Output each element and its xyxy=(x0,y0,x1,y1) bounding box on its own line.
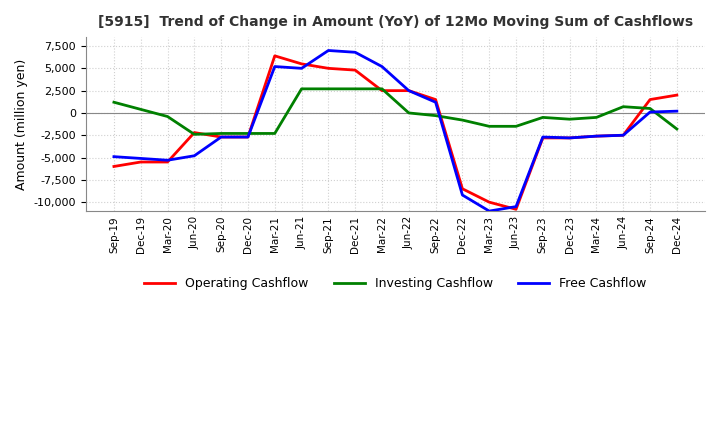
Investing Cashflow xyxy=(405,110,413,116)
Operating Cashflow xyxy=(243,134,252,139)
Investing Cashflow xyxy=(297,86,306,92)
Operating Cashflow xyxy=(565,135,574,140)
Investing Cashflow xyxy=(163,114,172,119)
Line: Free Cashflow: Free Cashflow xyxy=(114,51,677,211)
Operating Cashflow xyxy=(592,133,600,139)
Y-axis label: Amount (million yen): Amount (million yen) xyxy=(15,59,28,190)
Operating Cashflow xyxy=(163,159,172,165)
Operating Cashflow xyxy=(378,88,387,93)
Operating Cashflow xyxy=(190,130,199,135)
Operating Cashflow xyxy=(672,92,681,98)
Free Cashflow xyxy=(646,110,654,115)
Operating Cashflow xyxy=(351,67,359,73)
Investing Cashflow xyxy=(458,117,467,123)
Operating Cashflow xyxy=(619,132,628,138)
Free Cashflow xyxy=(458,192,467,198)
Investing Cashflow xyxy=(619,104,628,109)
Title: [5915]  Trend of Change in Amount (YoY) of 12Mo Moving Sum of Cashflows: [5915] Trend of Change in Amount (YoY) o… xyxy=(98,15,693,29)
Investing Cashflow xyxy=(565,117,574,122)
Legend: Operating Cashflow, Investing Cashflow, Free Cashflow: Operating Cashflow, Investing Cashflow, … xyxy=(139,272,652,295)
Free Cashflow xyxy=(378,64,387,69)
Free Cashflow xyxy=(565,135,574,140)
Operating Cashflow xyxy=(271,53,279,59)
Operating Cashflow xyxy=(405,88,413,93)
Free Cashflow xyxy=(351,50,359,55)
Investing Cashflow xyxy=(539,115,547,120)
Free Cashflow xyxy=(405,88,413,93)
Line: Operating Cashflow: Operating Cashflow xyxy=(114,56,677,209)
Investing Cashflow xyxy=(271,131,279,136)
Free Cashflow xyxy=(136,156,145,161)
Operating Cashflow xyxy=(485,199,493,205)
Investing Cashflow xyxy=(217,131,225,136)
Free Cashflow xyxy=(243,134,252,139)
Investing Cashflow xyxy=(592,115,600,120)
Operating Cashflow xyxy=(458,186,467,191)
Operating Cashflow xyxy=(512,207,521,212)
Investing Cashflow xyxy=(512,124,521,129)
Free Cashflow xyxy=(217,134,225,139)
Free Cashflow xyxy=(672,109,681,114)
Operating Cashflow xyxy=(136,159,145,165)
Operating Cashflow xyxy=(217,134,225,139)
Operating Cashflow xyxy=(324,66,333,71)
Investing Cashflow xyxy=(324,86,333,92)
Operating Cashflow xyxy=(646,97,654,102)
Free Cashflow xyxy=(539,134,547,139)
Free Cashflow xyxy=(512,204,521,209)
Free Cashflow xyxy=(431,99,440,105)
Free Cashflow xyxy=(485,209,493,214)
Investing Cashflow xyxy=(109,99,118,105)
Investing Cashflow xyxy=(243,131,252,136)
Operating Cashflow xyxy=(431,97,440,102)
Operating Cashflow xyxy=(109,164,118,169)
Free Cashflow xyxy=(297,66,306,71)
Investing Cashflow xyxy=(136,107,145,112)
Investing Cashflow xyxy=(431,113,440,118)
Free Cashflow xyxy=(163,158,172,163)
Investing Cashflow xyxy=(190,132,199,137)
Free Cashflow xyxy=(190,153,199,158)
Operating Cashflow xyxy=(297,61,306,66)
Free Cashflow xyxy=(619,132,628,138)
Free Cashflow xyxy=(592,133,600,139)
Investing Cashflow xyxy=(378,86,387,92)
Operating Cashflow xyxy=(539,135,547,140)
Investing Cashflow xyxy=(485,124,493,129)
Line: Investing Cashflow: Investing Cashflow xyxy=(114,89,677,134)
Free Cashflow xyxy=(271,64,279,69)
Free Cashflow xyxy=(324,48,333,53)
Free Cashflow xyxy=(109,154,118,159)
Investing Cashflow xyxy=(646,106,654,111)
Investing Cashflow xyxy=(351,86,359,92)
Investing Cashflow xyxy=(672,126,681,132)
